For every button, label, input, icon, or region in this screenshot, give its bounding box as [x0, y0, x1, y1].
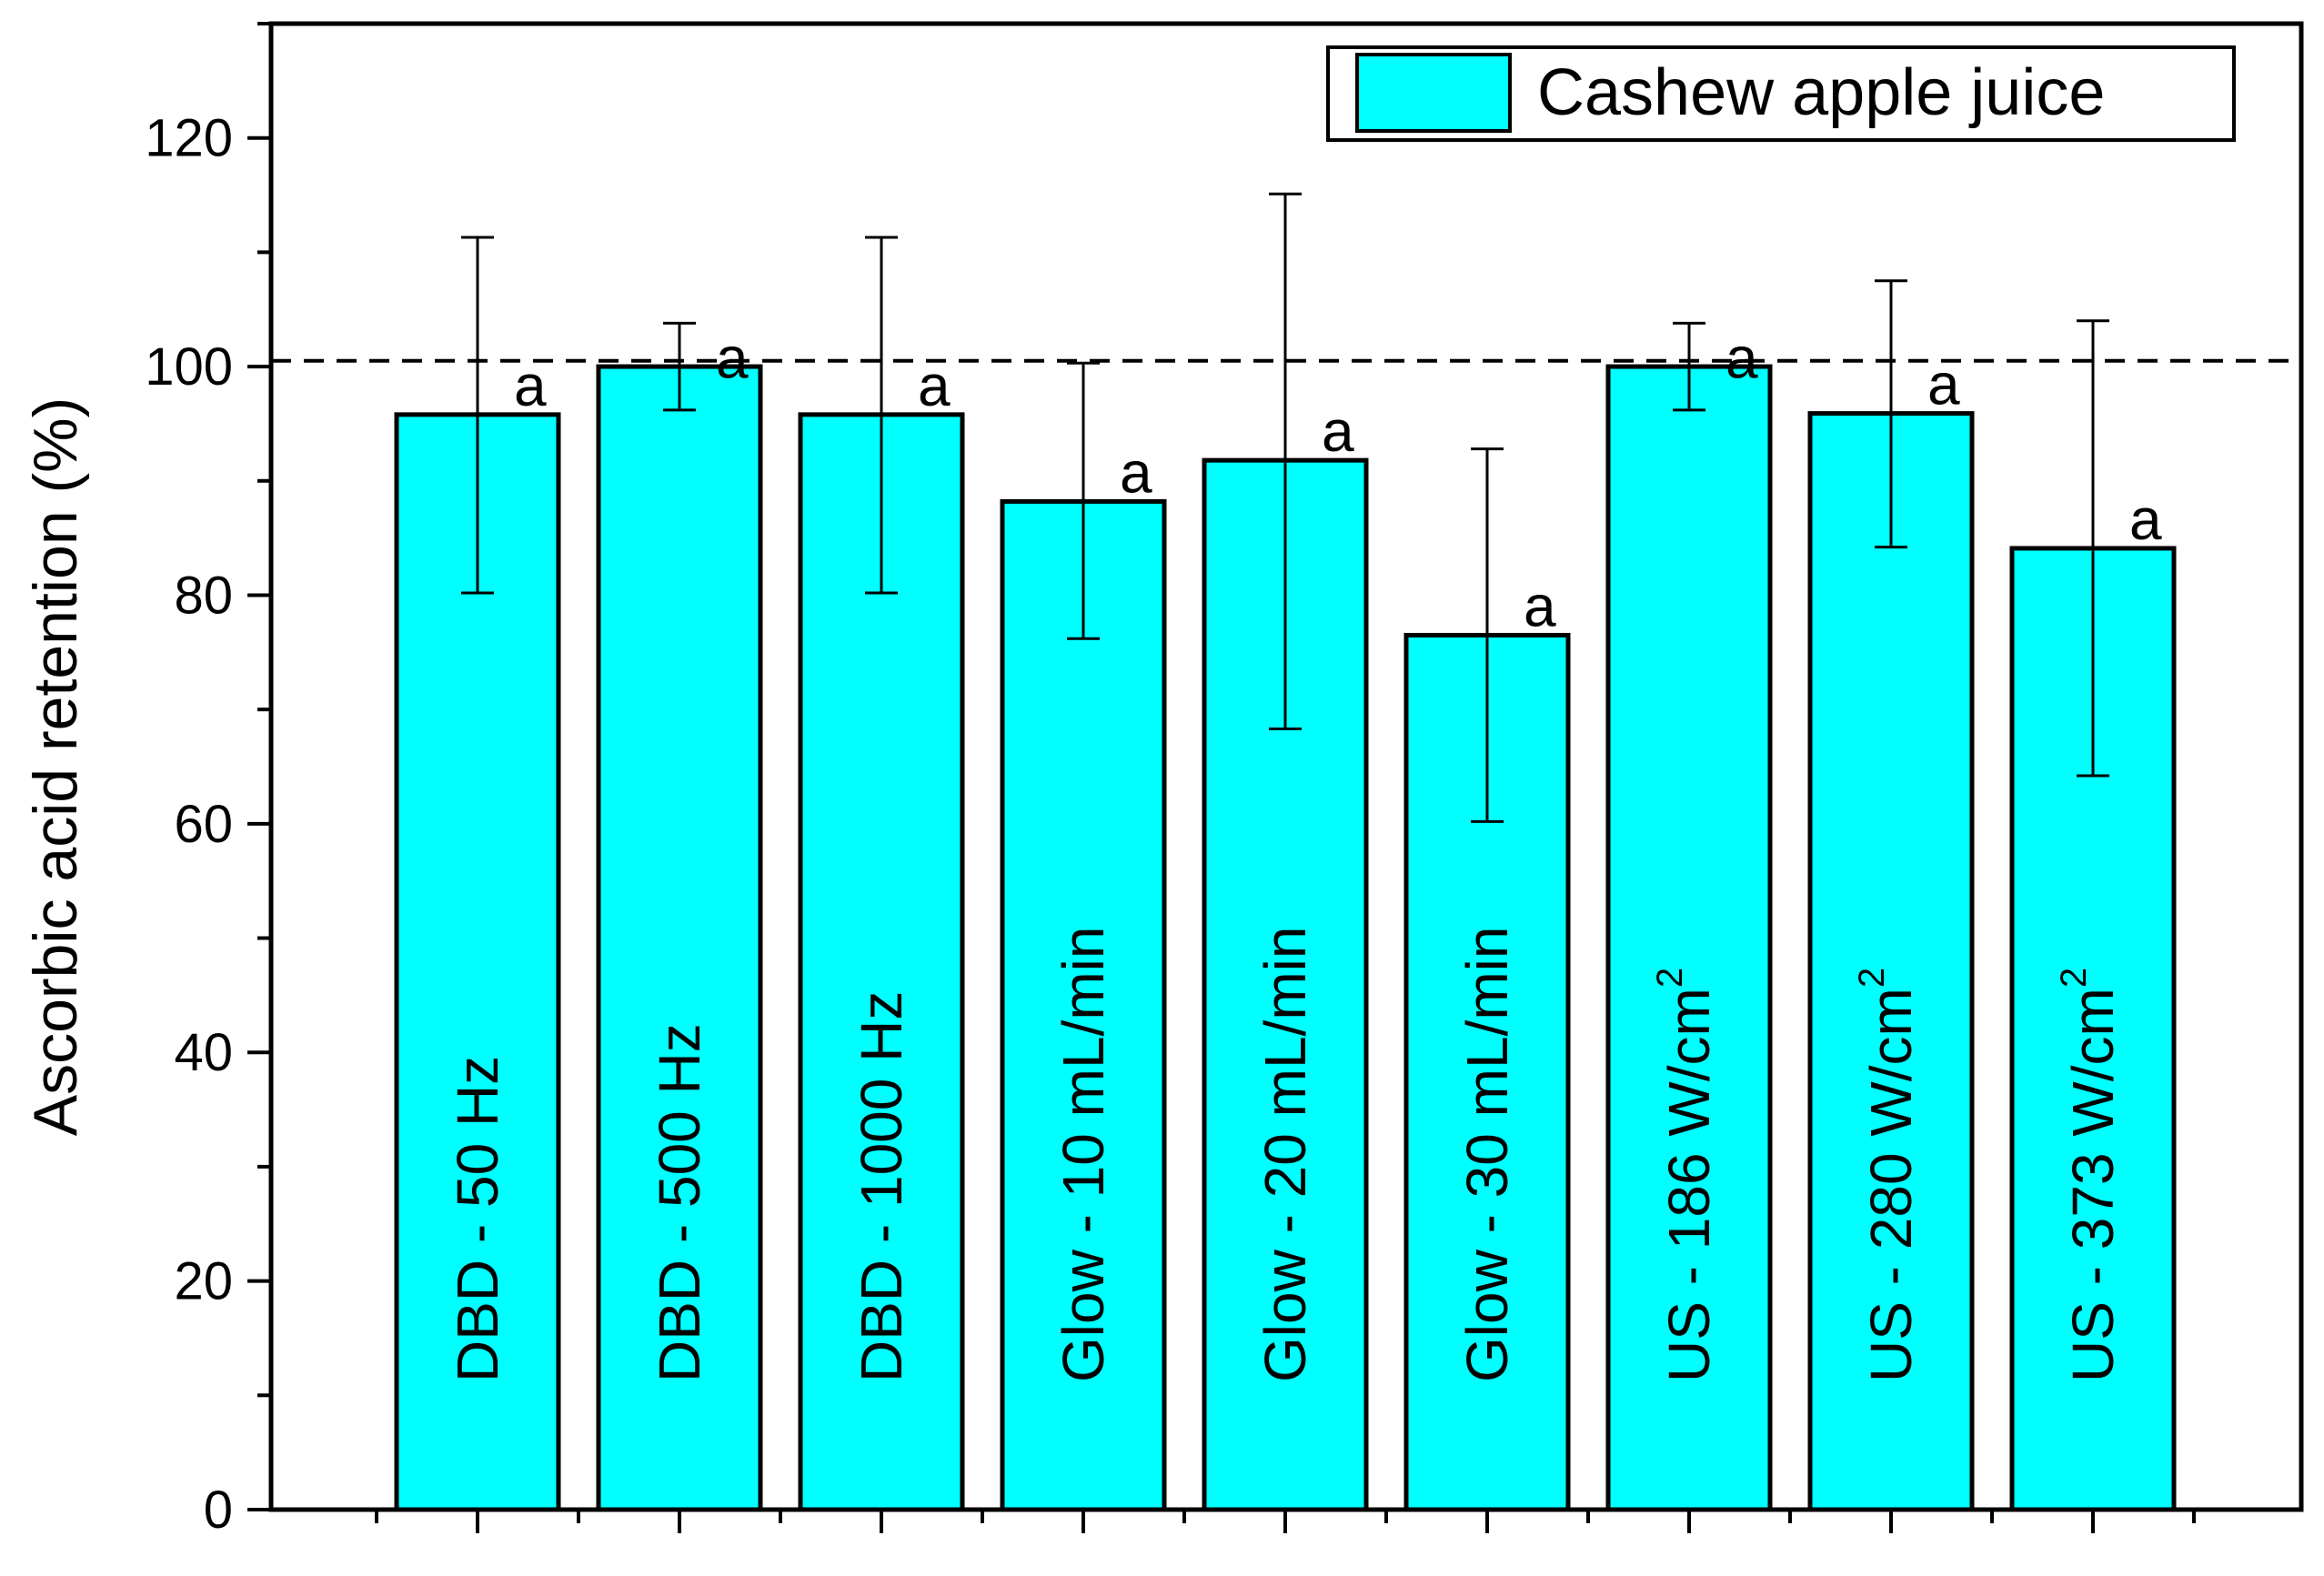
bar-8 — [1807, 411, 1975, 1512]
y-tick-label-0: 0 — [204, 1481, 233, 1540]
legend-label: Cashew apple juice — [1537, 56, 2105, 129]
category-label-3: DBD - 1000 Hz — [849, 991, 914, 1382]
significance-letter-4: a — [1120, 439, 1152, 505]
y-tick-label-60: 60 — [174, 795, 233, 854]
bar-2 — [596, 364, 763, 1512]
category-label-9: US - 373 W/cm2 — [2054, 968, 2126, 1382]
legend-swatch — [1355, 53, 1512, 133]
significance-letter-7: a — [1725, 325, 1758, 390]
significance-letter-3: a — [918, 353, 951, 418]
category-label-2: DBD - 500 Hz — [647, 1023, 712, 1382]
category-label-superscript: 2 — [1650, 968, 1690, 988]
category-label-5: Glow - 20 mL/min — [1253, 927, 1318, 1382]
category-label-superscript: 2 — [1852, 968, 1892, 988]
significance-letter-5: a — [1322, 398, 1354, 464]
category-label-text: Glow - 20 mL/min — [1253, 927, 1318, 1382]
category-label-6: Glow - 30 mL/min — [1454, 927, 1520, 1382]
significance-letter-6: a — [1524, 573, 1556, 638]
category-label-1: DBD - 50 Hz — [445, 1056, 510, 1382]
category-label-4: Glow - 10 mL/min — [1051, 927, 1116, 1382]
y-tick-label-80: 80 — [174, 566, 233, 625]
y-tick-label-100: 100 — [145, 337, 233, 397]
category-label-7: US - 186 W/cm2 — [1650, 968, 1722, 1382]
significance-letter-9: a — [2129, 487, 2162, 552]
category-label-text: DBD - 500 Hz — [647, 1023, 712, 1382]
y-axis-title: Ascorbic acid retention (%) — [21, 397, 90, 1137]
bar-4 — [1000, 498, 1167, 1512]
y-tick-label-20: 20 — [174, 1252, 233, 1311]
category-label-text: Glow - 30 mL/min — [1454, 927, 1520, 1382]
category-label-text: US - 280 W/cm — [1858, 988, 1924, 1382]
y-tick-label-40: 40 — [174, 1023, 233, 1082]
category-label-superscript: 2 — [2054, 968, 2094, 988]
category-label-text: Glow - 10 mL/min — [1051, 927, 1116, 1382]
bar-1 — [394, 412, 561, 1512]
y-tick-label-120: 120 — [145, 109, 233, 168]
category-label-text: DBD - 1000 Hz — [849, 991, 914, 1382]
significance-letter-2: a — [716, 325, 749, 390]
significance-letter-1: a — [514, 353, 547, 418]
category-label-text: DBD - 50 Hz — [445, 1056, 510, 1382]
category-label-text: US - 373 W/cm — [2060, 988, 2126, 1382]
category-label-text: US - 186 W/cm — [1656, 988, 1722, 1382]
category-label-8: US - 280 W/cm2 — [1852, 968, 1924, 1382]
